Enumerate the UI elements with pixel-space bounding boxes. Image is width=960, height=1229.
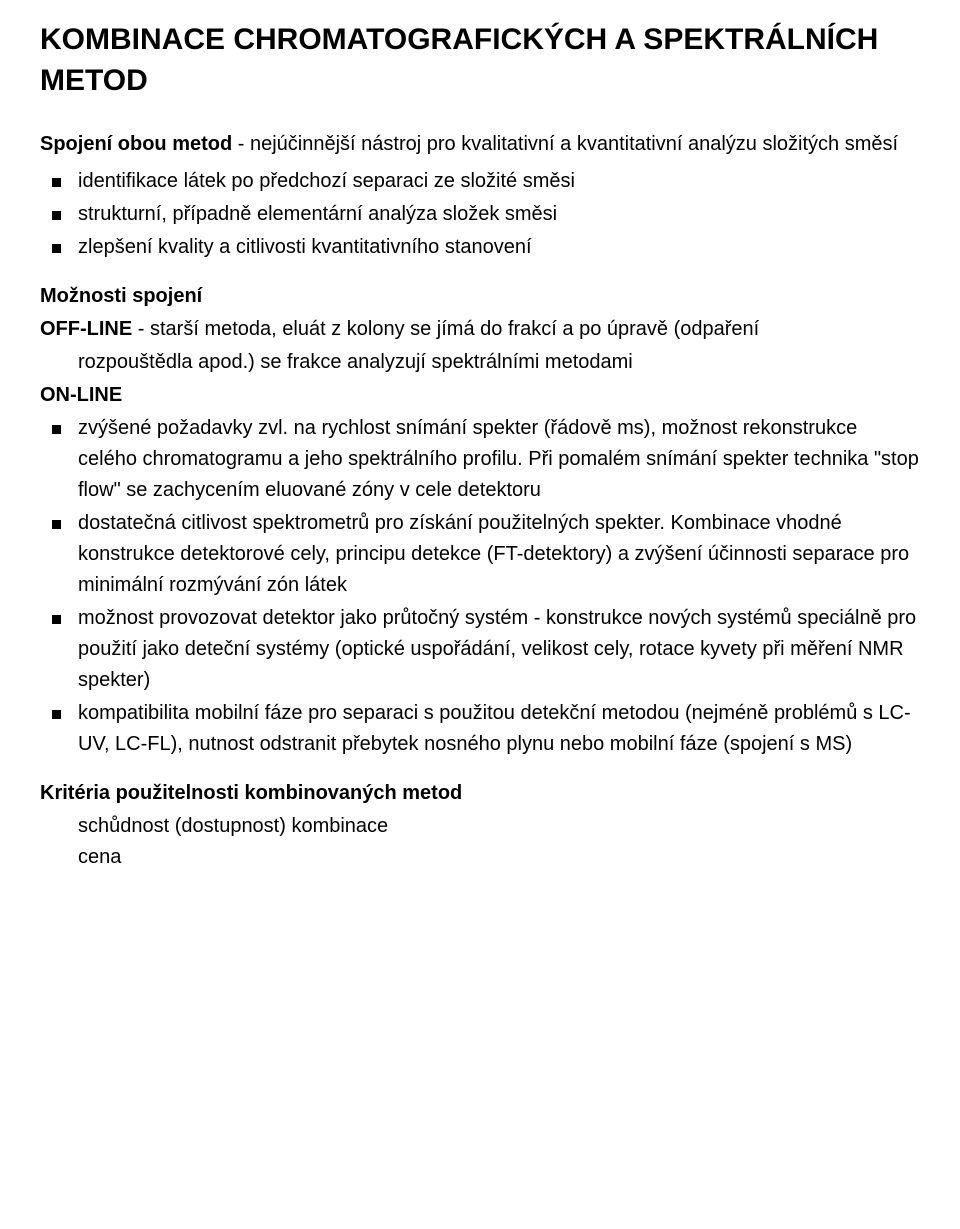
criteria-heading: Kritéria použitelnosti kombinovaných met… [40,782,920,805]
intro-list: identifikace látek po předchozí separaci… [40,166,920,263]
offline-line1: - starší metoda, eluát z kolony se jímá … [132,318,759,340]
list-item: kompatibilita mobilní fáze pro separaci … [78,698,920,760]
list-item: identifikace látek po předchozí separaci… [78,166,920,197]
intro-bold: Spojení obou metod [40,133,232,155]
page-title: KOMBINACE CHROMATOGRAFICKÝCH A SPEKTRÁLN… [40,20,920,101]
list-item: zlepšení kvality a citlivosti kvantitati… [78,232,920,263]
intro-paragraph: Spojení obou metod - nejúčinnější nástro… [40,129,920,160]
intro-rest: - nejúčinnější nástroj pro kvalitativní … [232,133,898,155]
list-item: zvýšené požadavky zvl. na rychlost snímá… [78,413,920,506]
online-label: ON-LINE [40,380,920,411]
offline-line2: rozpouštědla apod.) se frakce analyzují … [40,347,920,378]
online-list: zvýšené požadavky zvl. na rychlost snímá… [40,413,920,760]
offline-label: OFF-LINE [40,318,132,340]
online-bold: ON-LINE [40,384,122,406]
offline-line: OFF-LINE - starší metoda, eluát z kolony… [40,314,920,345]
list-item: strukturní, případně elementární analýza… [78,199,920,230]
criteria-item: schůdnost (dostupnost) kombinace [40,811,920,842]
possibilities-heading: Možnosti spojení [40,285,920,308]
criteria-item: cena [40,842,920,873]
list-item: možnost provozovat detektor jako průtočn… [78,603,920,696]
list-item: dostatečná citlivost spektrometrů pro zí… [78,508,920,601]
